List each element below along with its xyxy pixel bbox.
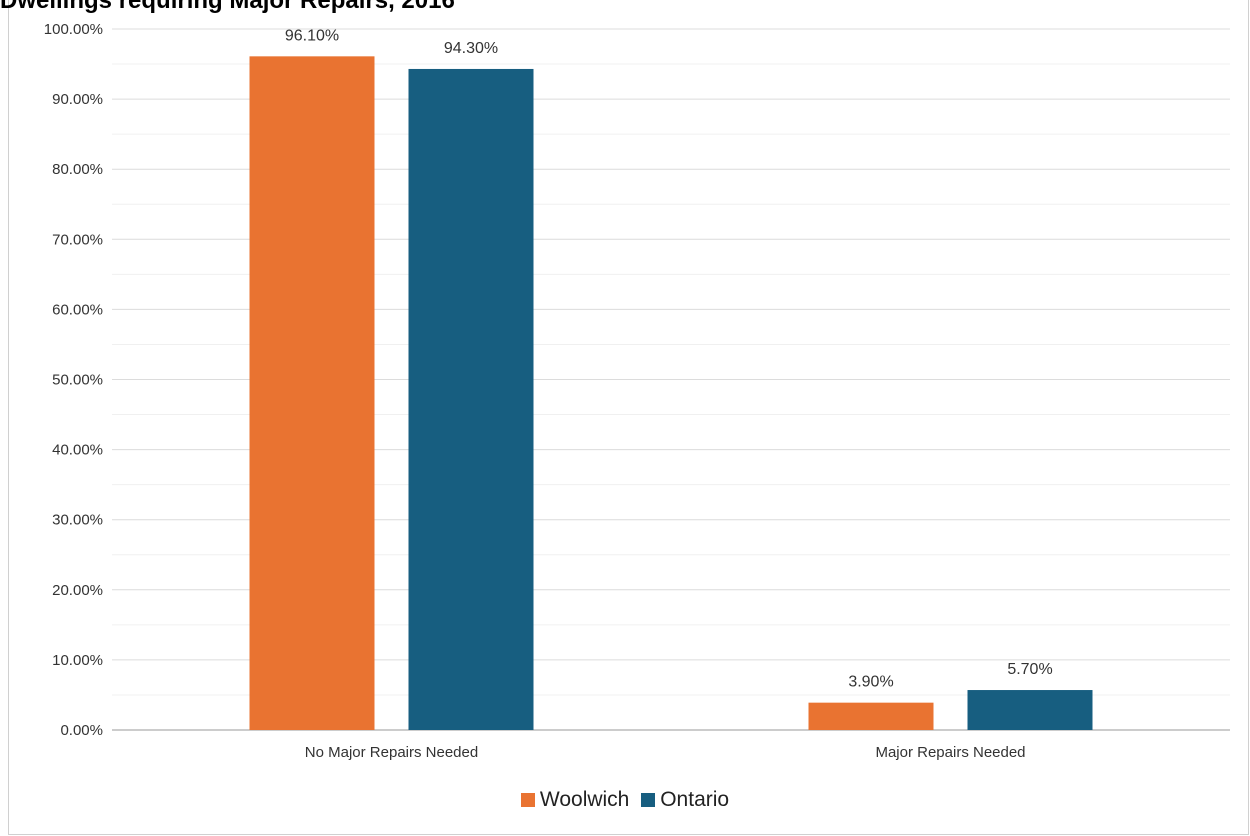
y-tick-label: 100.00%	[44, 21, 103, 38]
data-label: 94.30%	[444, 40, 498, 57]
legend-swatch-woolwich	[520, 793, 535, 807]
bar-ontario	[408, 68, 534, 730]
bar-woolwich	[249, 56, 375, 731]
chart-title: Dwellings requiring Major Repairs, 2016	[0, 0, 455, 14]
legend-item-ontario: Ontario	[641, 788, 729, 812]
y-tick-label: 30.00%	[52, 512, 103, 529]
y-tick-label: 0.00%	[60, 722, 103, 739]
data-label: 3.90%	[848, 674, 893, 691]
x-tick-label: No Major Repairs Needed	[305, 744, 478, 761]
legend: Woolwich Ontario	[0, 788, 1250, 813]
data-label: 5.70%	[1007, 661, 1052, 678]
bar-woolwich	[808, 702, 934, 730]
x-tick-label: Major Repairs Needed	[875, 744, 1025, 761]
legend-label-woolwich: Woolwich	[539, 788, 630, 811]
y-tick-label: 60.00%	[52, 301, 103, 318]
y-tick-label: 80.00%	[52, 161, 103, 178]
y-tick-label: 20.00%	[52, 582, 103, 599]
legend-swatch-ontario	[641, 793, 656, 807]
bar-ontario	[967, 690, 1093, 730]
y-tick-label: 90.00%	[52, 91, 103, 108]
y-tick-label: 10.00%	[52, 652, 103, 669]
legend-label-ontario: Ontario	[660, 788, 730, 811]
y-tick-label: 70.00%	[52, 231, 103, 248]
data-label: 96.10%	[285, 27, 339, 44]
legend-item-woolwich: Woolwich	[520, 788, 630, 812]
y-tick-label: 40.00%	[52, 442, 103, 459]
y-tick-label: 50.00%	[52, 372, 103, 389]
chart-frame	[8, 0, 1249, 835]
